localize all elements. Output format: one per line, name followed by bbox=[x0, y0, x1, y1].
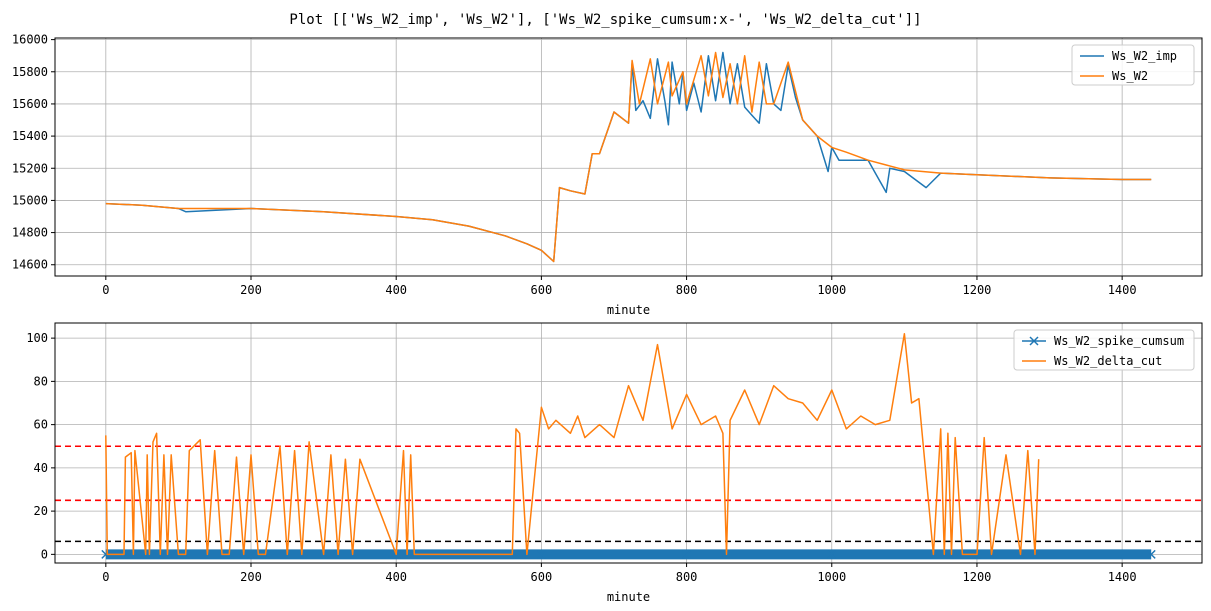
x-tick-label: 1400 bbox=[1108, 283, 1137, 297]
y-tick-label: 60 bbox=[34, 418, 48, 432]
axes-frame bbox=[54, 37, 1203, 277]
x-tick-label: 1200 bbox=[963, 570, 992, 584]
legend-label-Ws_W2_delta_cut: Ws_W2_delta_cut bbox=[1054, 354, 1162, 368]
series-point-Ws_W2_spike_cumsum-7 bbox=[1146, 549, 1156, 559]
x-tick-label: 0 bbox=[102, 570, 109, 584]
y-tick-label: 15000 bbox=[12, 193, 48, 207]
axes-frame bbox=[54, 322, 1203, 564]
x-tick-label: 1200 bbox=[963, 283, 992, 297]
x-tick-label: 600 bbox=[531, 283, 553, 297]
x-tick-label: 1400 bbox=[1108, 570, 1137, 584]
x-tick-label: 200 bbox=[240, 570, 262, 584]
legend-box bbox=[1013, 329, 1195, 371]
legend: Ws_W2_imp Ws_W2 bbox=[1071, 44, 1195, 86]
x-tick-label: 800 bbox=[676, 283, 698, 297]
x-tick-label: 400 bbox=[385, 570, 407, 584]
y-tick-label: 0 bbox=[41, 547, 48, 561]
y-tick-label: 14800 bbox=[12, 226, 48, 240]
series-point-Ws_W2_spike_cumsum-1 bbox=[246, 549, 256, 559]
legend-label-Ws_W2: Ws_W2 bbox=[1112, 69, 1148, 83]
series-line-Ws_W2 bbox=[105, 51, 1152, 263]
x-tick-label: 1000 bbox=[817, 283, 846, 297]
y-tick-label: 16000 bbox=[12, 33, 48, 47]
y-tick-label: 15800 bbox=[12, 65, 48, 79]
figure-title: Plot [['Ws_W2_imp', 'Ws_W2'], ['Ws_W2_sp… bbox=[289, 12, 921, 28]
legend-box bbox=[1071, 44, 1195, 86]
series-point-Ws_W2_spike_cumsum-0 bbox=[101, 549, 111, 559]
x-tick-label: 1000 bbox=[817, 570, 846, 584]
legend: Ws_W2_spike_cumsum Ws_W2_delta_cut bbox=[1013, 329, 1195, 371]
y-tick-label: 40 bbox=[34, 461, 48, 475]
series-point-Ws_W2_spike_cumsum-5 bbox=[827, 549, 837, 559]
y-tick-label: 14600 bbox=[12, 258, 48, 272]
axes-top: 0 200 400 600 800 1000 1200 1400 14600 14800 15000… bbox=[12, 33, 1203, 317]
y-tick-label: 15200 bbox=[12, 161, 48, 175]
series-point-Ws_W2_spike_cumsum-4 bbox=[682, 549, 692, 559]
x-axis-label: minute bbox=[607, 303, 650, 317]
x-tick-label: 0 bbox=[102, 283, 109, 297]
legend-label-Ws_W2_imp: Ws_W2_imp bbox=[1112, 49, 1177, 63]
legend-label-Ws_W2_spike_cumsum: Ws_W2_spike_cumsum bbox=[1054, 334, 1184, 348]
series-point-Ws_W2_spike_cumsum-3 bbox=[536, 549, 546, 559]
y-tick-label: 15400 bbox=[12, 129, 48, 143]
y-tick-label: 100 bbox=[26, 331, 48, 345]
x-tick-label: 600 bbox=[531, 570, 553, 584]
x-tick-label: 200 bbox=[240, 283, 262, 297]
axes-bottom: 0 200 400 600 800 1000 1200 1400 0 20 40 60 80 100 min… bbox=[26, 322, 1203, 604]
x-tick-label: 800 bbox=[676, 570, 698, 584]
x-tick-label: 400 bbox=[385, 283, 407, 297]
legend-marker-Ws_W2_spike_cumsum bbox=[1029, 336, 1039, 346]
y-tick-label: 20 bbox=[34, 504, 48, 518]
series-line-Ws_W2_imp bbox=[105, 51, 1152, 263]
y-tick-label: 15600 bbox=[12, 97, 48, 111]
y-tick-label: 80 bbox=[34, 374, 48, 388]
x-axis-label: minute bbox=[607, 590, 650, 604]
series-line-Ws_W2_delta_cut bbox=[105, 333, 1040, 556]
